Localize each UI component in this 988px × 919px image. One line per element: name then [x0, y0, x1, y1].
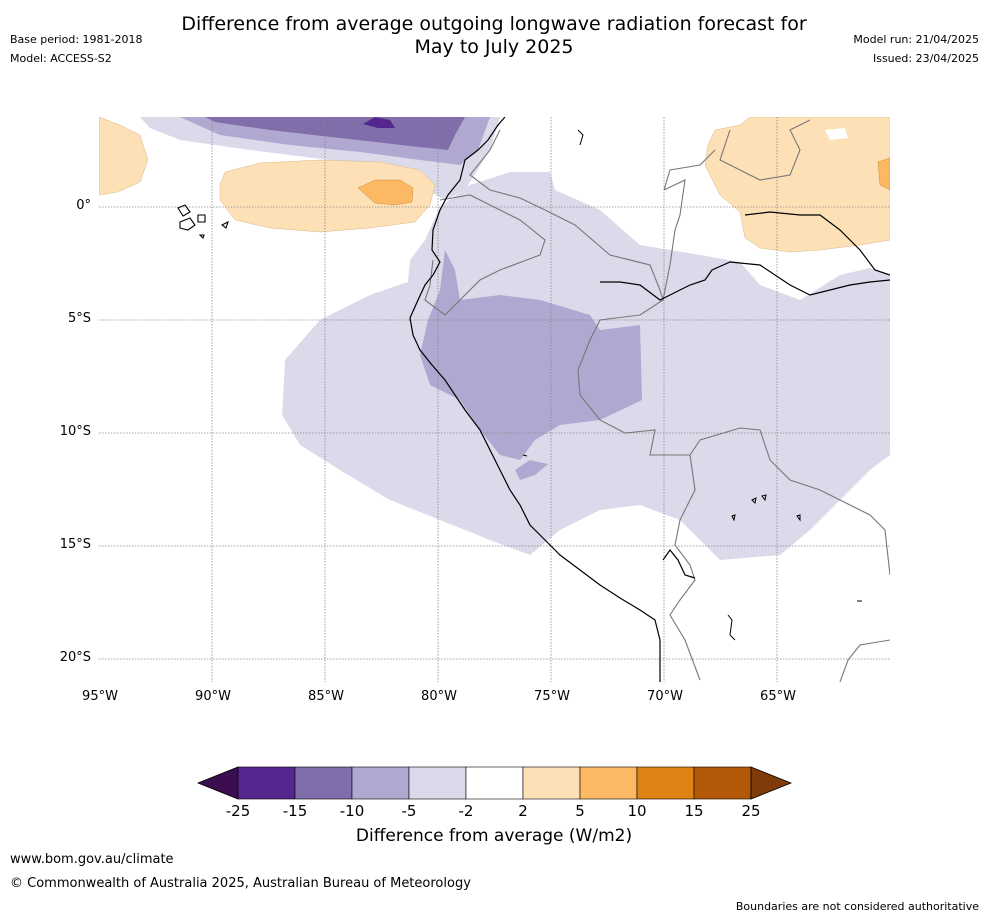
colorbar-tick-label: 25 — [741, 802, 761, 820]
colorbar-tick-label: 5 — [575, 802, 585, 820]
model-name: Model: ACCESS-S2 — [10, 52, 112, 65]
colorbar-cell — [579, 766, 638, 800]
colorbar-cell — [294, 766, 353, 800]
colorbar — [196, 766, 793, 800]
lon-label-75w: 75°W — [534, 689, 570, 704]
anomaly-region-plus2-5-west — [99, 117, 149, 196]
anomaly-region-plus2-5-amazon — [704, 117, 890, 253]
anomaly-region-plus5-10-central — [357, 179, 414, 206]
lon-label-80w: 80°W — [421, 689, 457, 704]
lon-label-65w: 65°W — [760, 689, 796, 704]
colorbar-cell — [636, 766, 695, 800]
colorbar-cell — [465, 766, 524, 800]
base-period: Base period: 1981-2018 — [10, 33, 143, 46]
colorbar-tick-label: -5 — [401, 802, 417, 820]
colorbar-tick-label: -2 — [458, 802, 474, 820]
lon-label-70w: 70°W — [647, 689, 683, 704]
lat-label-15s: 15°S — [59, 537, 91, 552]
inland-lakes — [522, 129, 862, 641]
lon-label-85w: 85°W — [308, 689, 344, 704]
footer-url: www.bom.gov.au/climate — [10, 852, 174, 867]
colorbar-tick-label: 15 — [684, 802, 704, 820]
issued-date: Issued: 23/04/2025 — [872, 52, 979, 65]
colorbar-tick-label: -25 — [225, 802, 251, 820]
colorbar-cell — [237, 766, 296, 800]
anomaly-region-plus5-10-east — [877, 157, 890, 191]
lon-label-95w: 95°W — [82, 689, 118, 704]
footer-copyright: © Commonwealth of Australia 2025, Austra… — [10, 876, 471, 891]
colorbar-tick-label: 2 — [518, 802, 528, 820]
lat-label-0: 0° — [76, 198, 91, 213]
map-plot-area — [99, 117, 890, 682]
colorbar-tick-label: -15 — [282, 802, 308, 820]
colorbar-cell — [351, 766, 410, 800]
anomaly-region-minus5-10-patch — [515, 460, 548, 480]
country-borders — [424, 119, 890, 682]
colorbar-tick-label: 10 — [627, 802, 647, 820]
title-line-1: Difference from average outgoing longwav… — [181, 13, 807, 35]
colorbar-cell — [408, 766, 467, 800]
lat-label-20s: 20°S — [59, 650, 91, 665]
model-run: Model run: 21/04/2025 — [853, 33, 979, 46]
colorbar-cells — [196, 766, 793, 800]
galapagos-islands — [177, 204, 229, 240]
gridlines — [99, 117, 890, 682]
colorbar-cell — [693, 766, 752, 800]
lat-label-10s: 10°S — [59, 424, 91, 439]
coastlines — [409, 117, 890, 682]
colorbar-arrow-low — [196, 766, 239, 800]
colorbar-arrow-high — [750, 766, 793, 800]
colorbar-cell — [522, 766, 581, 800]
chart-title: Difference from average outgoing longwav… — [0, 13, 988, 59]
lon-label-90w: 90°W — [195, 689, 231, 704]
colorbar-tick-label: -10 — [339, 802, 365, 820]
title-line-2: May to July 2025 — [414, 36, 574, 58]
anomaly-region-minus5-10-peru — [420, 250, 642, 460]
anomaly-gap-amazon — [825, 128, 848, 140]
colorbar-label: Difference from average (W/m2) — [355, 826, 633, 846]
footer-disclaimer: Boundaries are not considered authoritat… — [735, 900, 979, 913]
anomaly-region-minus15-25 — [363, 117, 395, 128]
anomaly-region-minus10-15 — [205, 117, 465, 150]
lat-label-5s: 5°S — [67, 311, 91, 326]
